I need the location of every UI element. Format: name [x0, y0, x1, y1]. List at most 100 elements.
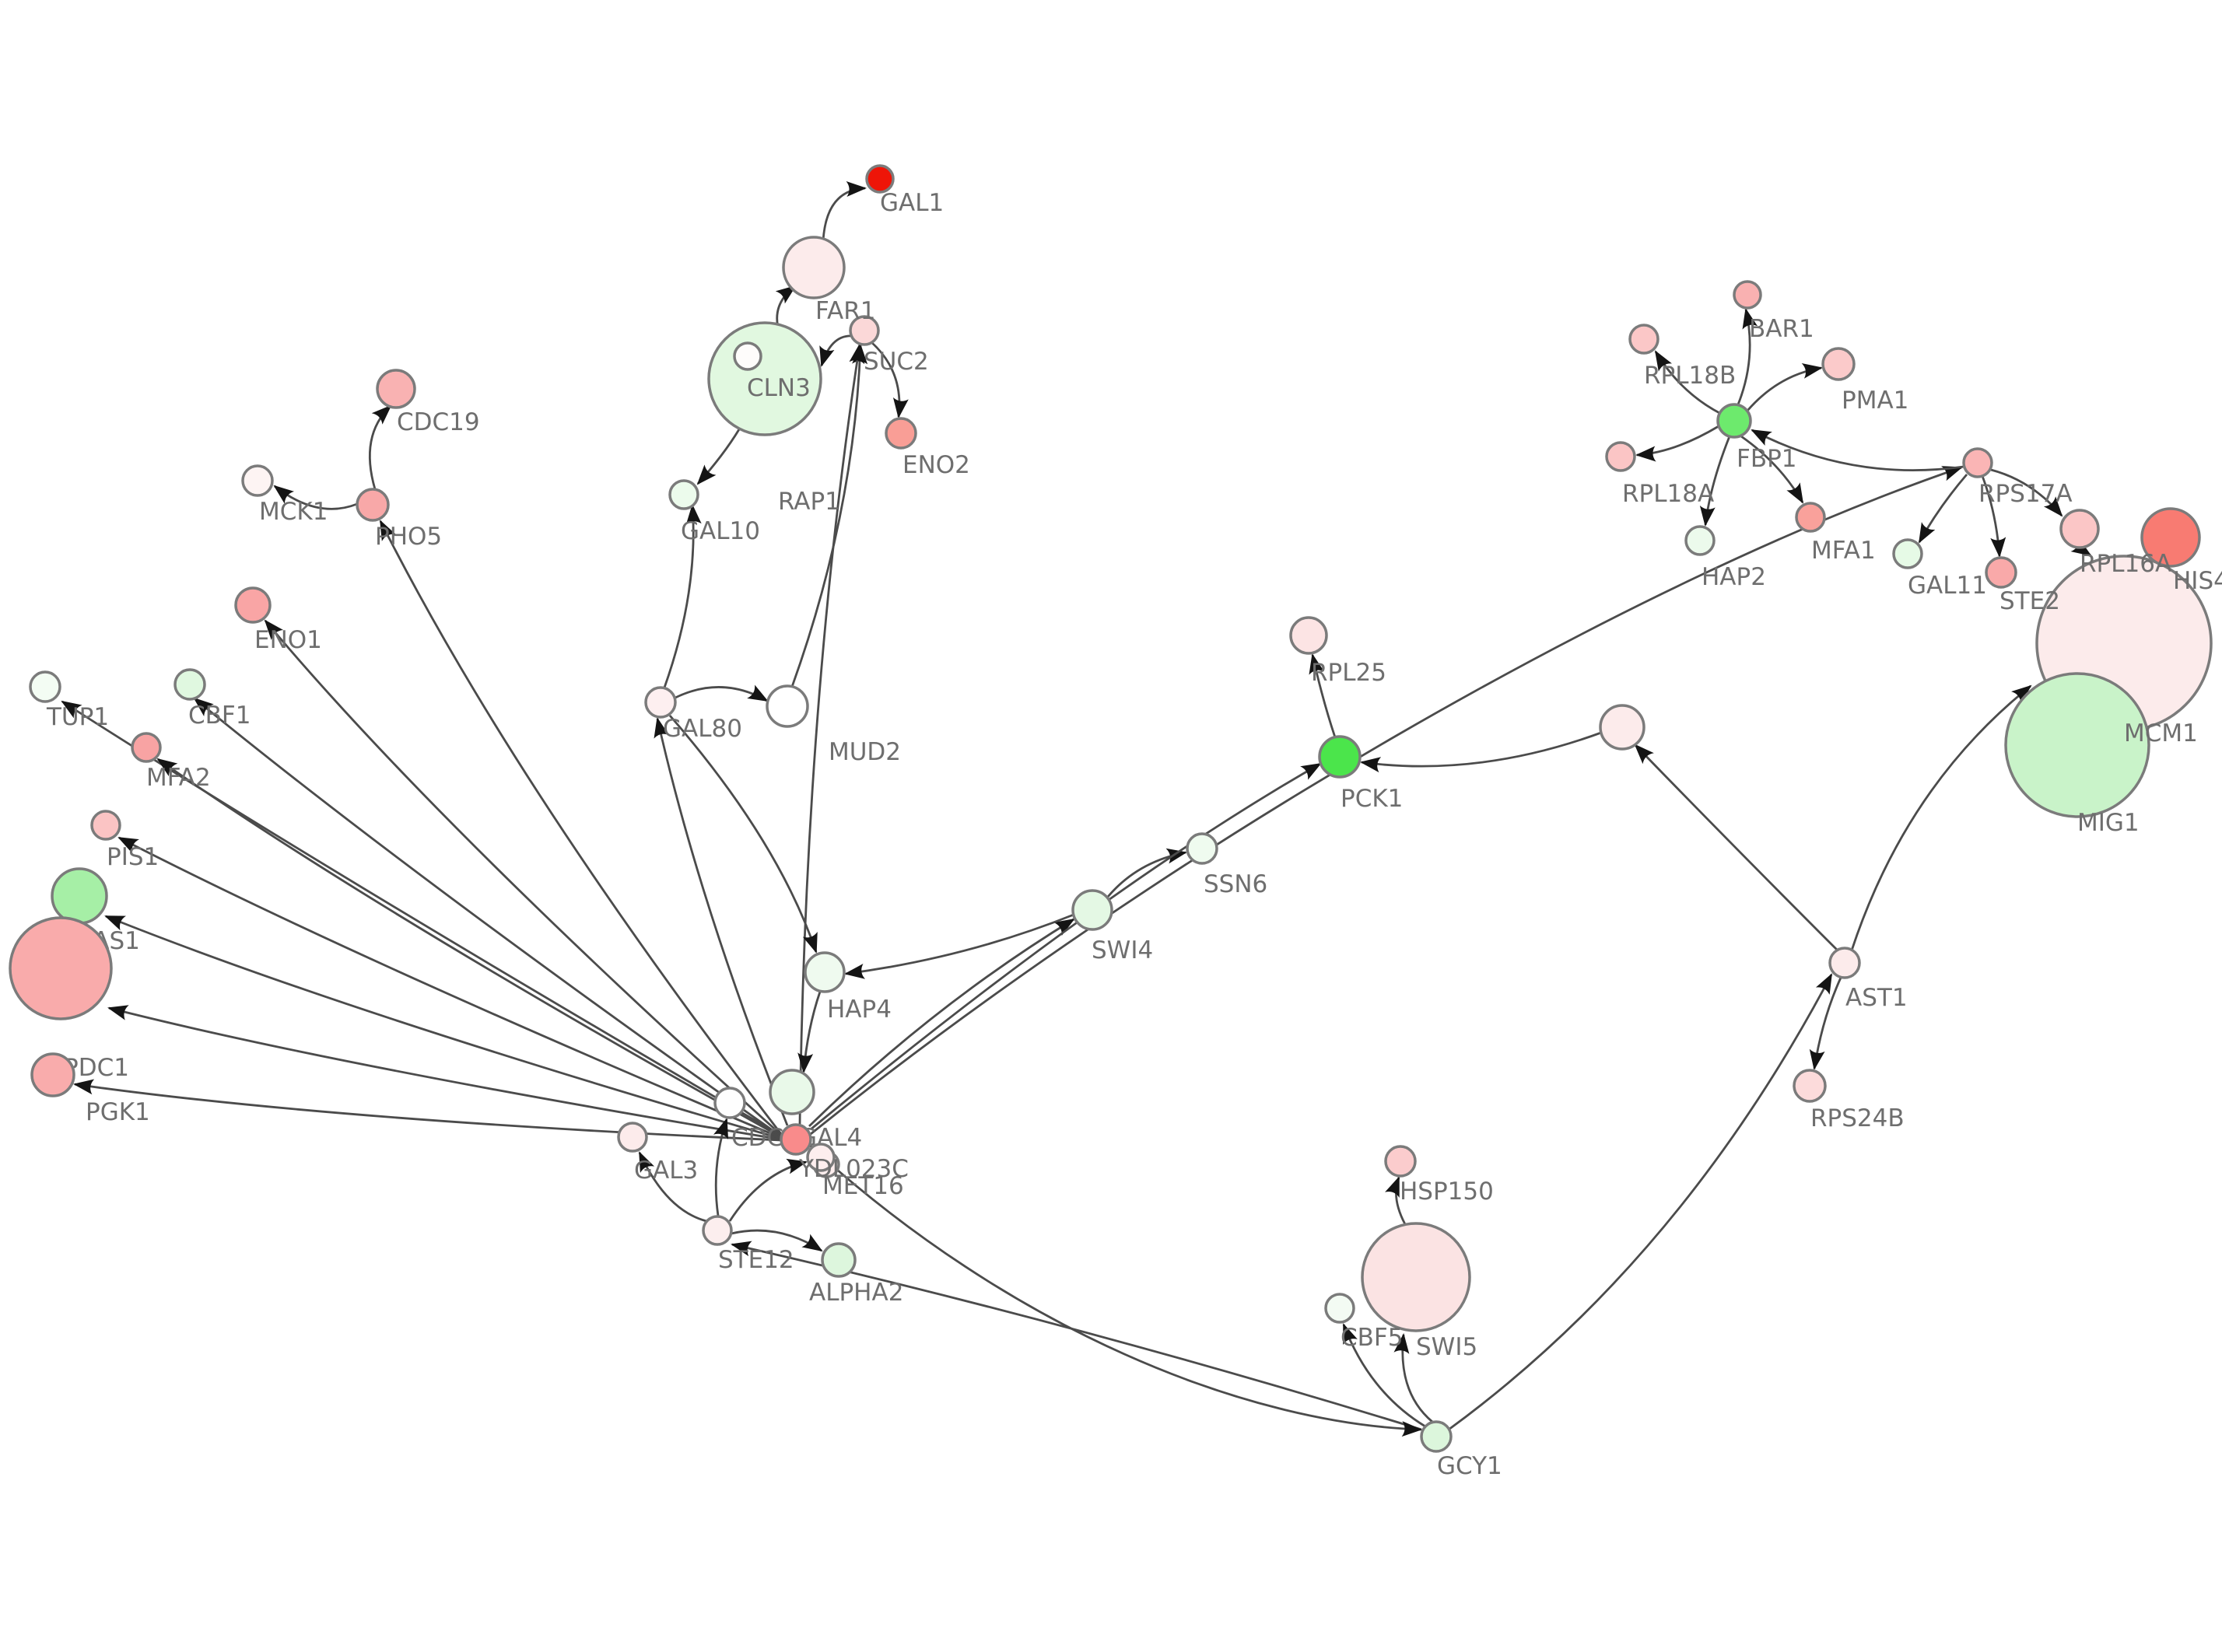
node-hsp150[interactable] [1384, 1145, 1417, 1178]
node-mfa2[interactable] [131, 732, 162, 763]
node-ast1[interactable] [1828, 947, 1861, 979]
edge-fbp1-rpl18a[interactable] [1635, 425, 1719, 462]
edge-suc2-cln3[interactable] [819, 334, 853, 367]
edge-gcy1-cbf5[interactable] [1342, 1323, 1426, 1428]
edge-gal4-pgk1[interactable] [73, 1079, 782, 1142]
node-rps24b[interactable] [1793, 1069, 1827, 1103]
node-pho5[interactable] [356, 488, 390, 522]
edge-gal4-pdc1[interactable] [107, 1005, 782, 1141]
edge-pho5-mck1[interactable] [273, 485, 358, 510]
node-gal1[interactable] [865, 164, 895, 194]
edge-fbp1-pma1[interactable] [1746, 363, 1823, 411]
node-bar1[interactable] [1733, 280, 1762, 310]
edge-swi4-hap4[interactable] [844, 913, 1074, 979]
node-eno2[interactable] [885, 417, 917, 450]
edge-hap4-green1[interactable] [797, 991, 822, 1073]
node-swi5[interactable] [1361, 1222, 1471, 1332]
node-hap2[interactable] [1684, 525, 1716, 556]
edge-gal4-pis1[interactable] [117, 836, 782, 1139]
edge-rps17a-rpl16a[interactable] [1990, 468, 2063, 517]
node-tup1[interactable] [29, 670, 61, 703]
edge-gal4-gal80[interactable] [654, 717, 789, 1126]
node-cdc19[interactable] [376, 369, 416, 409]
edge-pink1-pck1[interactable] [1360, 731, 1602, 773]
node-gal11[interactable] [1892, 538, 1923, 569]
edge-rps17a-ste2[interactable] [1981, 475, 2006, 558]
node-pdc1[interactable] [9, 916, 113, 1020]
node-cbf5[interactable] [1324, 1293, 1355, 1324]
edge-ste12-ydl023c[interactable] [728, 1158, 808, 1222]
node-pis1[interactable] [90, 810, 121, 841]
node-far1[interactable] [782, 236, 846, 299]
node-mig1[interactable] [2004, 672, 2150, 818]
node-rap1[interactable] [733, 341, 762, 371]
node-ste12[interactable] [702, 1215, 733, 1246]
node-suc2[interactable] [849, 315, 880, 346]
node-eno1[interactable] [234, 586, 272, 624]
node-rpl18b[interactable] [1628, 324, 1659, 355]
node-rpl25[interactable] [1289, 616, 1328, 655]
edge-rps17a-gal11[interactable] [1918, 474, 1968, 544]
edge-rps17a-fbp1[interactable] [1751, 429, 1964, 471]
node-ydl023c[interactable] [806, 1143, 836, 1172]
node-ras1[interactable] [51, 867, 108, 925]
edge-gal4-ras1[interactable] [104, 915, 782, 1140]
edge-ast1-rps24b[interactable] [1809, 977, 1842, 1070]
edge-suc2-eno2[interactable] [871, 341, 909, 418]
node-alpha2[interactable] [821, 1242, 857, 1278]
edge-swi5-hsp150[interactable] [1385, 1176, 1407, 1225]
edge-fbp1-rpl18b[interactable] [1654, 350, 1722, 415]
edge-gal4-pho5[interactable] [379, 520, 783, 1135]
edge-gal80-mud2[interactable] [675, 684, 769, 702]
edge-gal4-swi4[interactable] [808, 918, 1075, 1128]
edge-gal4-gcy1[interactable] [808, 1143, 1422, 1437]
edge-fbp1-mfa1[interactable] [1740, 435, 1804, 504]
node-gcy1[interactable] [1420, 1420, 1453, 1453]
edge-cln3-gal10[interactable] [696, 429, 741, 485]
node-mfa1[interactable] [1795, 502, 1826, 533]
edge-pho5-cdc19[interactable] [368, 404, 392, 490]
node-rps17a[interactable] [1962, 447, 1993, 478]
edge-fbp1-hap2[interactable] [1699, 436, 1731, 527]
edge-gal4-eno1[interactable] [264, 619, 782, 1136]
node-pck1[interactable] [1318, 735, 1362, 779]
edge-ast1-pink1[interactable] [1634, 744, 1838, 951]
edge-ast1-mcm1[interactable] [1850, 684, 2032, 951]
node-swi4[interactable] [1071, 889, 1113, 931]
node-rpl16a[interactable] [2059, 509, 2100, 549]
edge-fbp1-bar1[interactable] [1737, 308, 1758, 405]
node-fbp1[interactable] [1716, 403, 1752, 439]
edge-gal80-gal10[interactable] [663, 504, 702, 688]
node-green1[interactable] [769, 1069, 815, 1115]
node-pma1[interactable] [1821, 347, 1856, 381]
node-rpl18a[interactable] [1605, 441, 1636, 472]
node-cdc6[interactable] [713, 1087, 746, 1119]
edge-far1-gal1[interactable] [822, 180, 867, 242]
node-gal80[interactable] [644, 686, 677, 719]
node-mck1[interactable] [241, 464, 274, 497]
edge-gal4-cbf1[interactable] [193, 697, 782, 1138]
edge-gcy1-swi5[interactable] [1393, 1333, 1433, 1423]
edge-ste12-cdc6[interactable] [713, 1118, 729, 1216]
node-pink1[interactable] [1599, 704, 1645, 751]
edge-ste12-gal3[interactable] [638, 1151, 707, 1223]
node-gal4[interactable] [780, 1123, 812, 1156]
edge-gcy1-ast1[interactable] [1448, 973, 1833, 1431]
edge-pck1-rpl25[interactable] [1309, 653, 1337, 738]
edge-ste12-alpha2[interactable] [731, 1229, 823, 1252]
node-ste2[interactable] [1985, 556, 2017, 589]
edge-gal4-suc2[interactable] [798, 343, 865, 1125]
node-his4[interactable] [2140, 507, 2201, 568]
node-pgk1[interactable] [30, 1052, 75, 1097]
node-cbf1[interactable] [173, 668, 206, 701]
node-gal10[interactable] [668, 479, 699, 510]
node-gal3[interactable] [617, 1122, 648, 1153]
node-ssn6[interactable] [1186, 832, 1218, 865]
node-mud2[interactable] [766, 684, 809, 728]
edge-gal4-mfa2[interactable] [156, 758, 782, 1139]
node-label-bar1: BAR1 [1749, 315, 1814, 343]
edge-mud2-suc2[interactable] [790, 344, 868, 688]
node-hap4[interactable] [804, 951, 846, 993]
edge-gal80-hap4[interactable] [668, 715, 818, 954]
